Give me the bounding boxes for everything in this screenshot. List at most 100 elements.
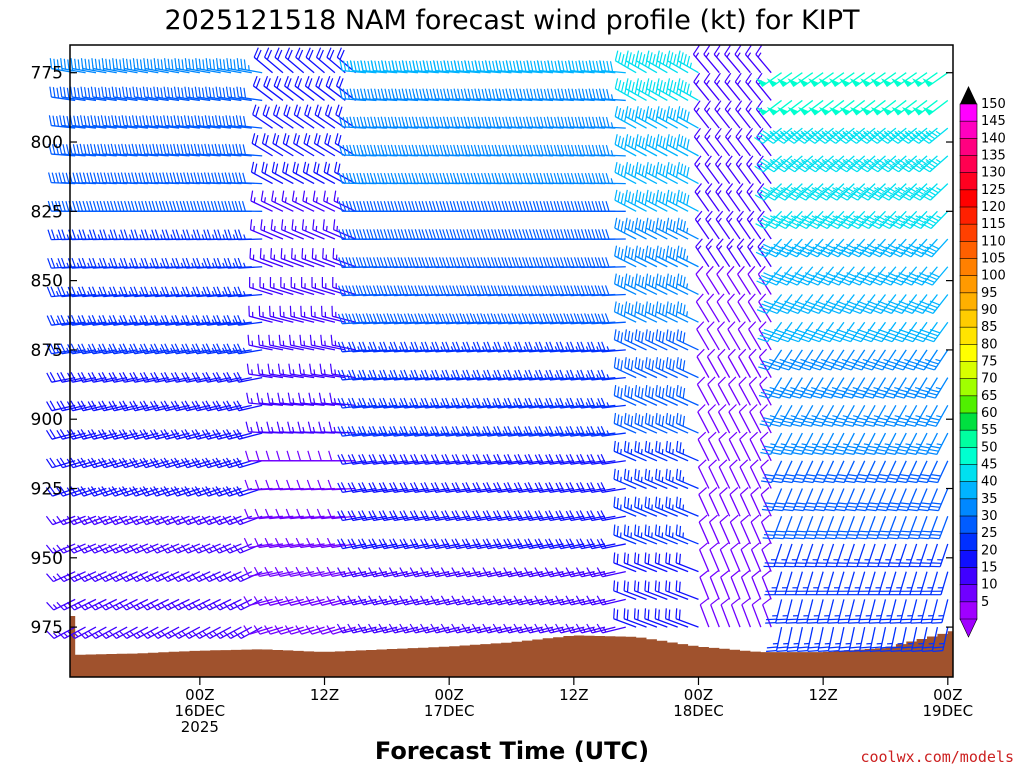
barb-flag (563, 229, 568, 240)
barb-flag (201, 487, 209, 497)
barb-flag (355, 257, 361, 268)
barb-flag (470, 201, 475, 212)
barb-shaft (147, 626, 169, 639)
barb-flag (401, 116, 405, 128)
barb-flag (164, 286, 170, 297)
barb-flag (546, 201, 551, 212)
barb-flag (175, 286, 181, 297)
barb-half-flag (211, 319, 215, 325)
barb-flag (129, 544, 137, 554)
barb-half-flag (222, 290, 226, 297)
barb-half-flag (229, 575, 234, 581)
wind-barb (46, 598, 76, 611)
wind-barb (222, 429, 252, 440)
barb-flag (432, 88, 437, 99)
barb-shaft (103, 432, 128, 440)
barb-flag (174, 429, 181, 439)
barb-flag (386, 257, 392, 268)
barb-flag (49, 372, 56, 382)
barb-flag (108, 429, 115, 440)
wind-barb (252, 104, 273, 129)
barb-shaft (207, 460, 232, 469)
barb-flag (159, 172, 163, 184)
barb-flag (142, 457, 150, 467)
barb-flag (293, 133, 297, 144)
barb-flag (535, 257, 541, 268)
barb-flag (101, 86, 104, 98)
barb-flag (362, 201, 367, 212)
barb-flag (529, 144, 534, 156)
barb-shaft (238, 349, 263, 355)
barb-half-flag (303, 369, 305, 375)
barb-flag (56, 573, 65, 582)
barb-flag (435, 172, 440, 184)
barb-flag (366, 285, 371, 296)
barb-flag (553, 257, 558, 268)
barb-flag (142, 115, 146, 126)
barb-flag (132, 372, 139, 382)
barb-flag (201, 144, 205, 155)
barb-half-flag (73, 518, 78, 524)
barb-flag (494, 257, 499, 268)
barb-flag (460, 88, 465, 100)
barb-flag (163, 486, 171, 496)
barb-shaft (72, 432, 97, 440)
barb-flag (488, 116, 492, 128)
barb-flag (512, 144, 517, 156)
barb-shaft (114, 460, 138, 469)
barb-half-flag (139, 290, 143, 297)
barb-flag (422, 116, 426, 128)
barb-flag (428, 257, 433, 268)
barb-flag (206, 229, 212, 240)
barb-flag (428, 201, 433, 212)
barb-flag (329, 363, 333, 375)
barb-flag (160, 344, 167, 354)
barb-flag (584, 201, 589, 212)
barb-flag (581, 144, 586, 156)
barb-flag (58, 172, 63, 183)
barb-flag (525, 172, 530, 184)
barb-half-flag (156, 547, 161, 553)
barb-flag (352, 172, 357, 184)
barb-flag (129, 344, 136, 354)
barb-shaft (197, 460, 221, 469)
barb-flag (426, 60, 430, 72)
barb-flag (292, 161, 296, 173)
barb-half-flag (180, 347, 184, 353)
barb-half-flag (263, 225, 266, 232)
barb-flag (323, 161, 327, 173)
barb-flag (359, 172, 364, 184)
barb-half-flag (83, 518, 88, 524)
barb-shaft (196, 376, 221, 383)
barb-flag (439, 88, 444, 100)
barb-shaft (314, 142, 336, 157)
barb-flag (226, 58, 229, 69)
barb-flag (249, 248, 252, 259)
barb-flag (124, 144, 129, 155)
barb-flag (186, 229, 191, 240)
barb-flag (342, 116, 347, 128)
barb-half-flag (97, 262, 101, 268)
barb-flag (254, 537, 260, 548)
barb-flag (570, 201, 575, 212)
barb-flag (226, 314, 233, 325)
barb-flag (271, 161, 275, 173)
barb-flag (93, 144, 97, 155)
barb-shaft (176, 376, 200, 383)
barb-flag (460, 60, 465, 72)
barb-shaft (124, 67, 149, 74)
barb-shaft (135, 460, 159, 469)
barb-flag (232, 458, 240, 469)
barb-flag (320, 334, 323, 346)
barb-flag (490, 285, 496, 296)
barb-flag (394, 201, 399, 212)
barb-flag (443, 88, 447, 99)
barb-flag (201, 458, 209, 469)
barb-flag (97, 144, 101, 155)
barb-flag (59, 115, 63, 126)
barb-half-flag (177, 575, 182, 581)
barb-flag (273, 75, 279, 87)
wind-barb (56, 626, 86, 639)
wind-barb (193, 143, 221, 157)
barb-flag (211, 172, 215, 184)
